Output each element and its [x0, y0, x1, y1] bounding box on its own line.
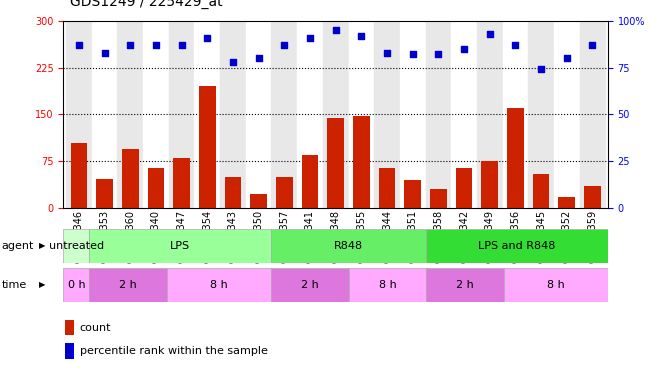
Bar	[533, 174, 550, 208]
Text: agent: agent	[1, 241, 33, 250]
Text: LPS and R848: LPS and R848	[478, 241, 556, 250]
Bar	[426, 268, 504, 302]
Bar	[220, 21, 246, 208]
Point	[202, 34, 212, 40]
Bar	[66, 21, 92, 208]
Point	[228, 59, 238, 65]
Bar	[194, 21, 220, 208]
Bar	[65, 320, 74, 336]
Text: percentile rank within the sample: percentile rank within the sample	[79, 346, 268, 356]
Text: ▶: ▶	[39, 241, 45, 250]
Bar	[92, 21, 118, 208]
Point	[100, 50, 110, 55]
Point	[305, 34, 315, 40]
Bar	[96, 179, 113, 208]
Text: GDS1249 / 225429_at: GDS1249 / 225429_at	[70, 0, 222, 9]
Text: time: time	[1, 280, 27, 290]
Bar	[271, 229, 426, 262]
Text: LPS: LPS	[170, 241, 190, 250]
Bar	[349, 21, 374, 208]
Bar	[63, 229, 90, 262]
Bar	[584, 186, 601, 208]
Bar	[477, 21, 502, 208]
Point	[536, 66, 546, 72]
Point	[330, 27, 341, 33]
Bar	[90, 229, 271, 262]
Bar	[426, 21, 451, 208]
Bar	[246, 21, 271, 208]
Text: 2 h: 2 h	[301, 280, 319, 290]
Point	[587, 42, 598, 48]
Bar	[169, 21, 194, 208]
Bar	[122, 149, 138, 208]
Bar	[349, 268, 426, 302]
Text: 8 h: 8 h	[210, 280, 228, 290]
Bar	[353, 116, 369, 208]
Text: 8 h: 8 h	[547, 280, 565, 290]
Point	[561, 55, 572, 61]
Point	[176, 42, 187, 48]
Text: 2 h: 2 h	[456, 280, 474, 290]
Bar	[276, 177, 293, 208]
Text: 8 h: 8 h	[379, 280, 396, 290]
Point	[381, 50, 392, 55]
Bar	[271, 268, 349, 302]
Bar	[482, 161, 498, 208]
Text: R848: R848	[334, 241, 363, 250]
Bar	[323, 21, 349, 208]
Bar	[63, 268, 90, 302]
Point	[510, 42, 521, 48]
Text: count: count	[79, 322, 112, 333]
Bar	[224, 177, 241, 208]
Bar	[558, 197, 575, 208]
Bar	[400, 21, 426, 208]
Bar	[65, 343, 74, 359]
Bar	[528, 21, 554, 208]
Bar	[502, 21, 528, 208]
Bar	[297, 21, 323, 208]
Bar	[90, 268, 167, 302]
Bar	[426, 229, 608, 262]
Bar	[271, 21, 297, 208]
Point	[125, 42, 136, 48]
Bar	[451, 21, 477, 208]
Bar	[456, 168, 472, 208]
Bar	[507, 108, 524, 208]
Bar	[554, 21, 580, 208]
Bar	[430, 189, 447, 208]
Point	[484, 31, 495, 37]
Bar	[143, 21, 169, 208]
Point	[459, 46, 470, 52]
Bar	[118, 21, 143, 208]
Bar	[148, 168, 164, 208]
Bar	[199, 86, 216, 208]
Text: ▶: ▶	[39, 280, 45, 290]
Bar	[404, 180, 421, 208]
Point	[279, 42, 290, 48]
Bar	[302, 155, 319, 208]
Bar	[327, 117, 344, 208]
Text: untreated: untreated	[49, 241, 104, 250]
Point	[356, 33, 367, 39]
Bar	[173, 158, 190, 208]
Bar	[374, 21, 400, 208]
Point	[433, 51, 444, 57]
Bar	[504, 268, 608, 302]
Bar	[379, 168, 395, 208]
Text: 0 h: 0 h	[67, 280, 86, 290]
Text: 2 h: 2 h	[120, 280, 137, 290]
Point	[407, 51, 418, 57]
Bar	[250, 194, 267, 208]
Bar	[71, 142, 88, 208]
Point	[253, 55, 264, 61]
Point	[73, 42, 84, 48]
Bar	[167, 268, 271, 302]
Bar	[580, 21, 605, 208]
Point	[150, 42, 161, 48]
